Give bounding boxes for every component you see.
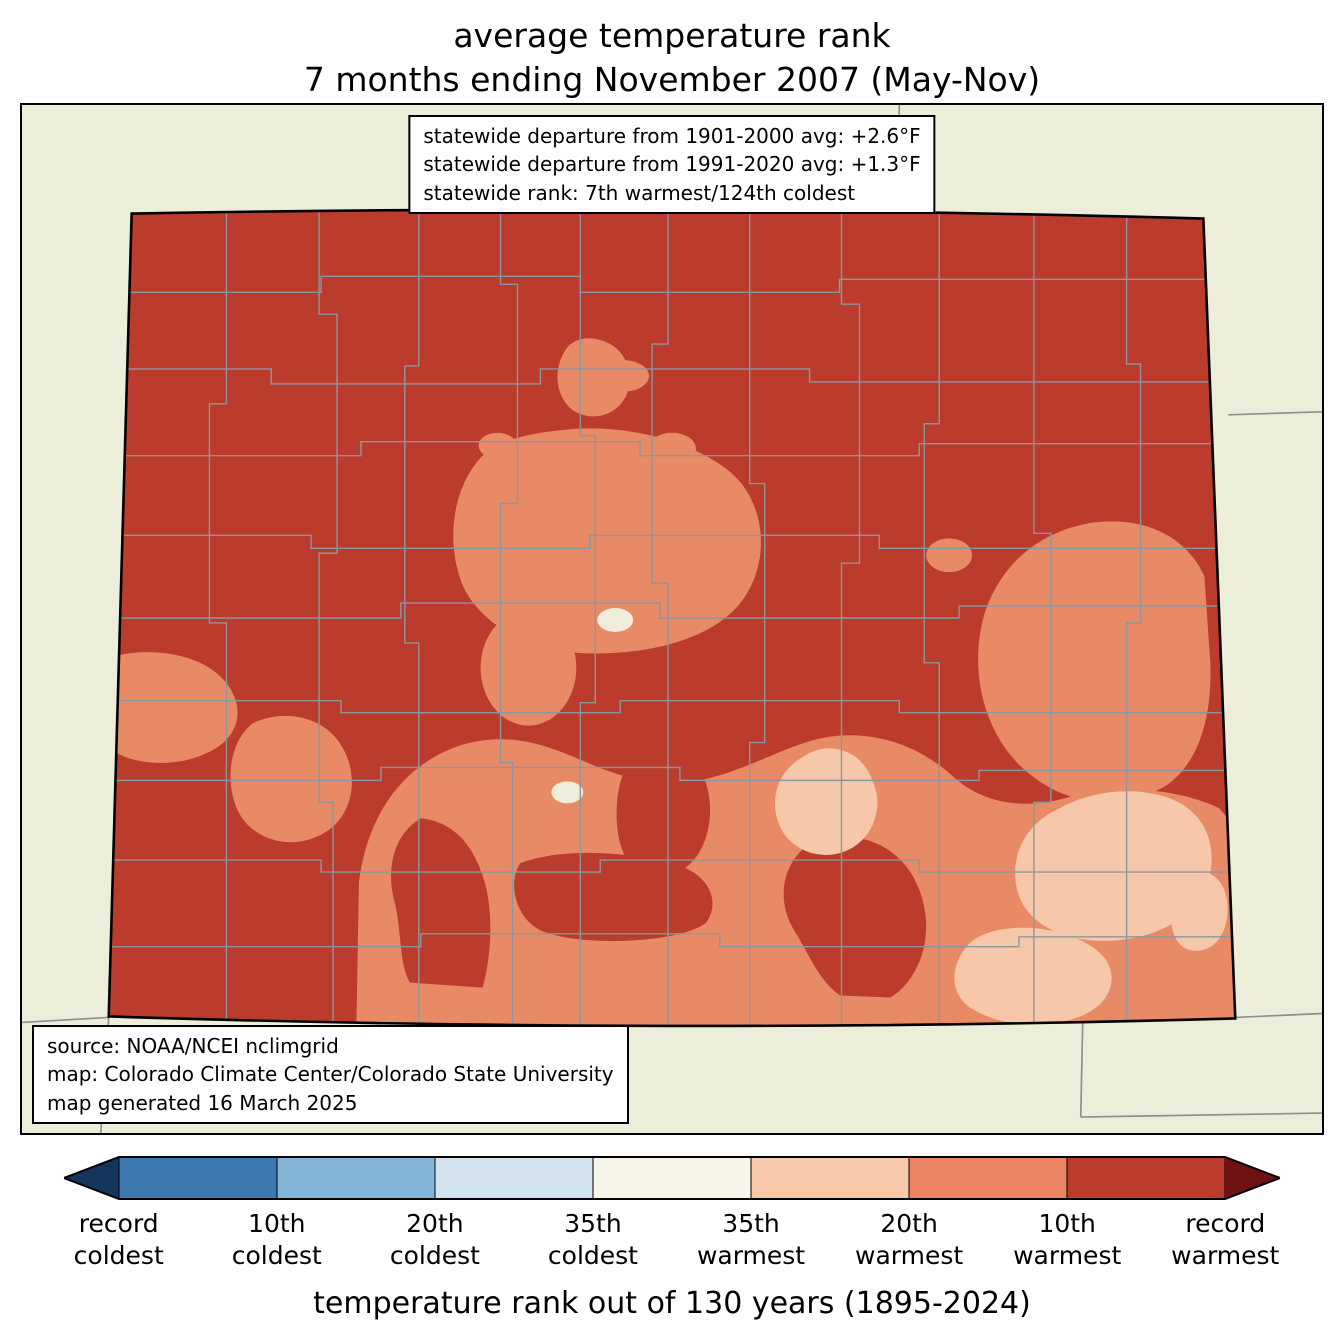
colorbar-right-arrow bbox=[1225, 1157, 1280, 1199]
county-borders bbox=[108, 209, 1236, 1026]
tick-20th-warmest: 20th warmest bbox=[855, 1209, 964, 1270]
colorbar-tick-labels: record coldest 10th coldest 20th coldest… bbox=[64, 1208, 1280, 1282]
colorbar-segment-10th-record-warmest bbox=[1066, 1156, 1226, 1200]
colorbar-left-arrow bbox=[64, 1157, 119, 1199]
map-frame: statewide departure from 1901-2000 avg: … bbox=[20, 103, 1324, 1135]
source-line-2: map: Colorado Climate Center/Colorado St… bbox=[47, 1062, 614, 1087]
title-line-1: average temperature rank bbox=[453, 16, 891, 55]
colorbar-segment-10th-20th-coldest bbox=[276, 1156, 436, 1200]
statewide-stats-box: statewide departure from 1901-2000 avg: … bbox=[408, 115, 936, 215]
tick-35th-coldest: 35th coldest bbox=[547, 1209, 638, 1270]
colorbar-segment-middle bbox=[592, 1156, 752, 1200]
stats-line-2: statewide departure from 1991-2020 avg: … bbox=[423, 152, 921, 177]
tick-10th-warmest: 10th warmest bbox=[1013, 1209, 1122, 1270]
rank-region-peach bbox=[774, 748, 1228, 1025]
rank-region-cream-spots bbox=[551, 608, 634, 804]
tick-record-coldest: record coldest bbox=[73, 1209, 164, 1270]
tick-20th-coldest: 20th coldest bbox=[389, 1209, 480, 1270]
source-line-1: source: NOAA/NCEI nclimgrid bbox=[47, 1033, 339, 1058]
rank-region-dark-red-patches bbox=[391, 749, 927, 998]
colorbar-outline bbox=[61, 1156, 1283, 1200]
colorbar-caption: temperature rank out of 130 years (1895-… bbox=[313, 1286, 1031, 1321]
colorbar-segment-20th-35th-coldest bbox=[434, 1156, 594, 1200]
colorbar-segment-35th-20th-warmest bbox=[750, 1156, 910, 1200]
colorbar-segment-record-10th-coldest bbox=[118, 1156, 278, 1200]
tick-record-warmest: record warmest bbox=[1171, 1209, 1280, 1270]
source-line-3: map generated 16 March 2025 bbox=[47, 1090, 358, 1115]
title-line-2: 7 months ending November 2007 (May-Nov) bbox=[303, 59, 1041, 99]
source-credit-box: source: NOAA/NCEI nclimgrid map: Colorad… bbox=[32, 1024, 629, 1124]
colorado-map bbox=[22, 105, 1322, 1133]
stats-line-3: statewide rank: 7th warmest/124th coldes… bbox=[423, 180, 856, 205]
tick-35th-warmest: 35th warmest bbox=[696, 1209, 806, 1270]
rank-colorbar-svg bbox=[61, 1156, 1283, 1200]
rank-colorbar bbox=[61, 1156, 1283, 1200]
stats-line-1: statewide departure from 1901-2000 avg: … bbox=[423, 124, 921, 148]
colorbar-segment-20th-10th-warmest bbox=[908, 1156, 1068, 1200]
page-title: average temperature rank 7 months ending… bbox=[0, 14, 1344, 101]
tick-10th-coldest: 10th coldest bbox=[231, 1209, 322, 1270]
